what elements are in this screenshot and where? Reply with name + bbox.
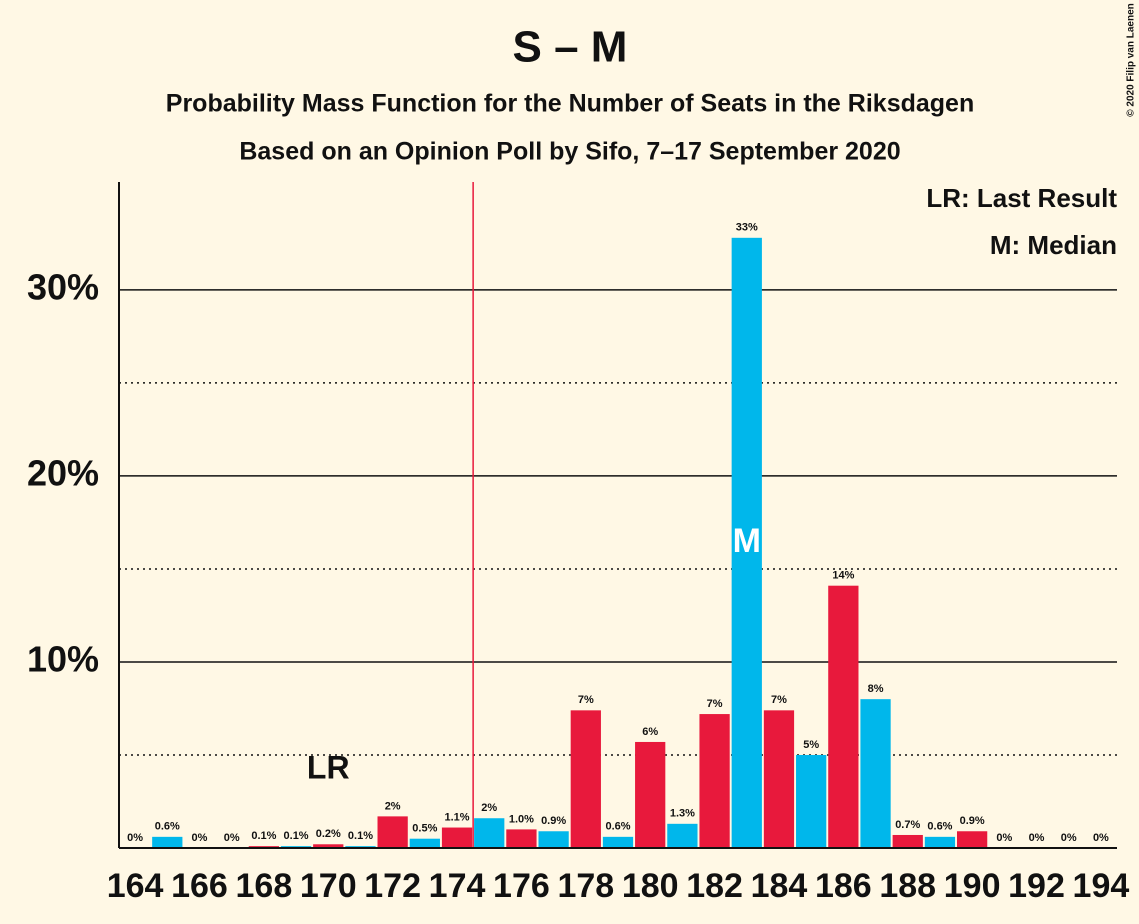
value-label: 0%	[224, 832, 240, 844]
value-label: 0.1%	[284, 830, 309, 842]
bar	[570, 710, 601, 848]
bar	[474, 818, 505, 848]
x-tick-label: 170	[300, 867, 357, 905]
value-label: 0%	[127, 832, 143, 844]
value-label: 0.9%	[541, 815, 566, 827]
x-tick-label: 166	[171, 867, 228, 905]
bar	[828, 585, 859, 848]
x-tick-label: 182	[686, 867, 743, 905]
x-tick-label: 194	[1073, 867, 1130, 905]
value-label: 0.9%	[960, 815, 985, 827]
value-label: 2%	[481, 802, 497, 814]
bar	[152, 836, 183, 848]
bar	[313, 844, 344, 848]
credit: © 2020 Filip van Laenen	[1126, 3, 1137, 117]
value-label: 14%	[832, 570, 854, 582]
x-tick-label: 172	[364, 867, 421, 905]
x-tick-label: 176	[493, 867, 550, 905]
last-result-marker: LR	[307, 749, 350, 785]
value-label: 1.3%	[670, 808, 695, 820]
bar	[699, 714, 730, 848]
value-label: 0.1%	[251, 830, 276, 842]
median-marker: M	[733, 522, 761, 560]
bar	[796, 754, 827, 848]
bar	[924, 836, 956, 848]
value-label: 7%	[578, 694, 594, 706]
bar	[892, 834, 923, 848]
chart-title: S – M	[513, 23, 628, 72]
value-label: 6%	[642, 726, 658, 738]
value-label: 0%	[192, 832, 208, 844]
value-label: 2%	[385, 800, 401, 812]
value-label: 7%	[771, 694, 787, 706]
legend-entry: LR: Last Result	[926, 183, 1117, 213]
legend-entry: M: Median	[990, 230, 1117, 260]
x-tick-label: 178	[557, 867, 614, 905]
value-label: 0.7%	[895, 819, 920, 831]
bar	[860, 699, 891, 848]
value-label: 1.0%	[509, 813, 534, 825]
x-tick-label: 168	[236, 867, 293, 905]
x-tick-label: 190	[944, 867, 1001, 905]
bar	[667, 823, 698, 848]
value-label: 0%	[1093, 832, 1109, 844]
x-tick-label: 174	[429, 867, 486, 905]
y-tick-label: 10%	[27, 638, 99, 679]
value-label: 0%	[1029, 832, 1045, 844]
value-label: 0.6%	[155, 821, 180, 833]
bar	[731, 237, 762, 848]
value-label: 0%	[1061, 832, 1077, 844]
value-label: 0.5%	[412, 823, 437, 835]
bar	[602, 836, 634, 848]
x-tick-label: 164	[107, 867, 164, 905]
value-label: 0%	[996, 832, 1012, 844]
bar	[506, 829, 537, 848]
x-tick-label: 186	[815, 867, 872, 905]
bar	[635, 741, 666, 848]
value-label: 0.2%	[316, 828, 341, 840]
value-label: 7%	[707, 698, 723, 710]
value-label: 5%	[803, 739, 819, 751]
bar	[763, 710, 795, 848]
x-tick-label: 188	[879, 867, 936, 905]
x-tick-label: 184	[751, 867, 808, 905]
bar	[409, 838, 440, 848]
bar	[538, 831, 569, 848]
value-label: 1.1%	[444, 811, 469, 823]
chart-subtitle: Based on an Opinion Poll by Sifo, 7–17 S…	[239, 138, 900, 166]
y-tick-label: 30%	[27, 266, 99, 307]
value-label: 0.1%	[348, 830, 373, 842]
bar	[377, 816, 408, 848]
value-label: 0.6%	[605, 821, 630, 833]
value-label: 8%	[868, 683, 884, 695]
bar	[956, 831, 988, 848]
value-label: 0.6%	[927, 821, 952, 833]
x-tick-label: 192	[1008, 867, 1065, 905]
value-label: 33%	[736, 222, 758, 234]
bar	[441, 827, 473, 848]
x-tick-label: 180	[622, 867, 679, 905]
y-tick-label: 20%	[27, 452, 99, 493]
chart-subtitle: Probability Mass Function for the Number…	[166, 90, 974, 118]
